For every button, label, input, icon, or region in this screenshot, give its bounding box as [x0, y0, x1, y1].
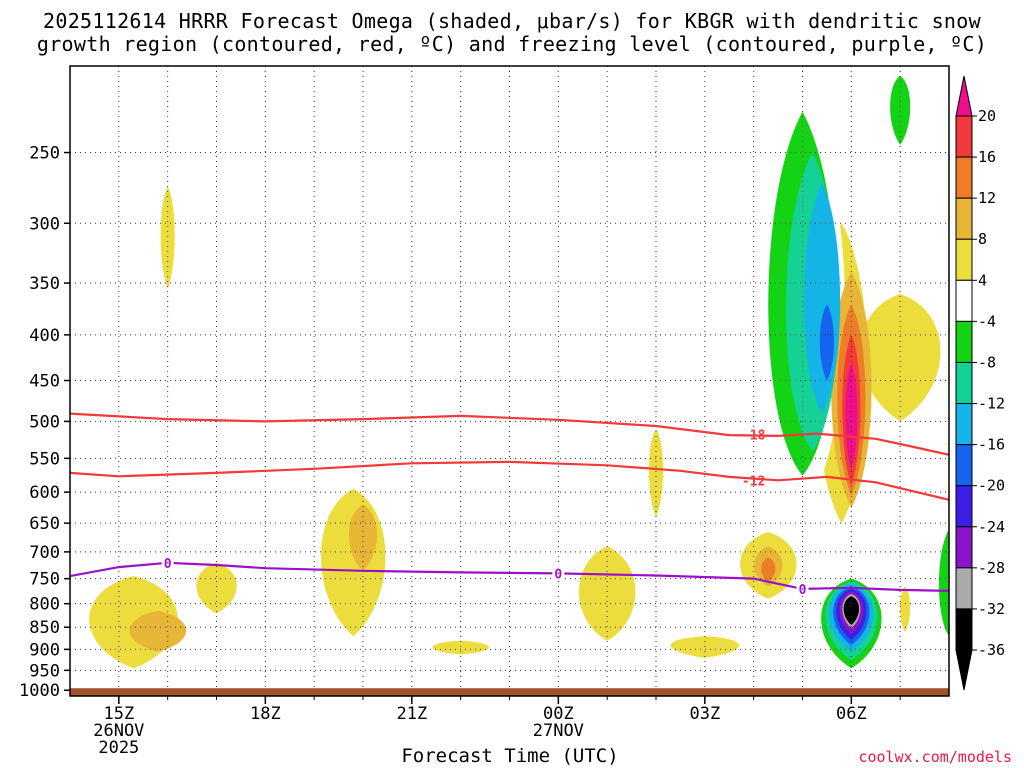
- chart-title-line1: 2025112614 HRRR Forecast Omega (shaded, …: [43, 9, 981, 33]
- freezing-level-label: 0: [164, 557, 172, 572]
- y-tick-label: 250: [29, 144, 60, 164]
- colorbar-swatch: [955, 279, 973, 322]
- colorbar-label: -32: [978, 600, 1005, 618]
- y-tick-label: 350: [29, 274, 60, 294]
- chart-title-line2: growth region (contoured, red, ºC) and f…: [36, 32, 988, 56]
- y-tick-label: 400: [29, 326, 60, 346]
- colorbar-swatch: [955, 197, 973, 240]
- omega-region-2: [321, 488, 386, 637]
- x-tick-label: 15Z: [103, 704, 134, 724]
- omega-region-17: [662, 84, 728, 249]
- omega-region-5: [578, 546, 636, 641]
- omega-region-25: [348, 504, 378, 571]
- x-tick-date: 27NOV: [533, 721, 584, 741]
- y-tick-label: 750: [29, 570, 60, 590]
- omega-region-7: [648, 429, 664, 518]
- colorbar-label: 20: [978, 107, 996, 125]
- x-tick-label: 06Z: [836, 704, 867, 724]
- colorbar-swatch: [955, 238, 973, 281]
- omega-region-14: [274, 317, 315, 345]
- colorbar-label: -24: [978, 518, 1005, 536]
- colorbar-label: -4: [978, 312, 996, 330]
- freezing-level-label: 0: [554, 567, 562, 582]
- surface-terrain: [70, 688, 949, 696]
- omega-region-1: [196, 562, 237, 614]
- colorbar-swatch: [955, 485, 973, 528]
- omega-region-39: [845, 362, 858, 469]
- x-tick-date: 26NOV: [93, 721, 144, 741]
- x-axis-label: Forecast Time (UTC): [401, 745, 619, 767]
- y-tick-label: 600: [29, 483, 60, 503]
- colorbar-swatch: [955, 320, 973, 363]
- omega-region-21: [927, 210, 949, 335]
- omega-region-6: [670, 636, 740, 658]
- y-tick-label: 300: [29, 214, 60, 234]
- y-tick-label: 650: [29, 514, 60, 534]
- colorbar-swatch: [955, 361, 973, 405]
- omega-region-30: [939, 529, 949, 637]
- colorbar-swatch: [955, 526, 973, 569]
- omega-region-33: [761, 557, 776, 582]
- omega-region-20: [854, 75, 927, 211]
- y-tick-label: 500: [29, 412, 60, 432]
- colorbar-label: -16: [978, 436, 1005, 454]
- colorbar-swatch: [955, 403, 973, 446]
- plot-area: -18 -12 0 0 0: [70, 66, 949, 696]
- isotherm-label: -18: [742, 428, 766, 443]
- omega-region-29: [890, 75, 911, 145]
- x-tick-label: 03Z: [689, 704, 720, 724]
- freezing-level-line: [70, 561, 949, 592]
- y-tick-label: 450: [29, 372, 60, 392]
- colorbar-label: -28: [978, 559, 1005, 577]
- colorbar-label: 4: [978, 271, 987, 289]
- colorbar-label: -20: [978, 477, 1005, 495]
- y-tick-label: 900: [29, 640, 60, 660]
- colorbar-top-arrow: [955, 75, 973, 117]
- isotherm--18: [70, 412, 949, 456]
- omega-region-16: [538, 346, 579, 381]
- colorbar-swatch: [955, 115, 973, 158]
- axes: 2503003504004505005506006507007508008509…: [19, 65, 950, 758]
- x-tick-label: 21Z: [396, 704, 427, 724]
- x-tick-label: 18Z: [250, 704, 281, 724]
- omega-region-18: [697, 561, 712, 599]
- y-tick-label: 950: [29, 661, 60, 681]
- colorbar-label: -36: [978, 641, 1005, 659]
- freezing-level-label: 0: [799, 583, 807, 598]
- colorbar-swatch: [955, 567, 973, 610]
- colorbar-swatch: [955, 156, 973, 199]
- omega-region-13: [200, 288, 253, 479]
- credit-link[interactable]: coolwx.com/models: [858, 748, 1012, 766]
- isotherm--12: [70, 460, 949, 501]
- y-tick-label: 1000: [19, 681, 60, 701]
- x-tick-year: 2025: [98, 738, 139, 758]
- colorbar-label: 12: [978, 189, 996, 207]
- y-tick-label: 700: [29, 543, 60, 563]
- colorbar-label: 16: [978, 148, 996, 166]
- omega-region-10: [859, 293, 941, 422]
- colorbar-label: 8: [978, 230, 987, 248]
- colorbar-swatch: [955, 444, 973, 487]
- colorbar: 20 16 12 8 4 -4 -8 -12 -16 -20 -24 -28 -32 -36: [955, 75, 1005, 691]
- omega-region-3: [432, 640, 489, 655]
- colorbar-swatch: [955, 608, 973, 651]
- omega-region-24: [129, 610, 187, 652]
- y-tick-label: 800: [29, 595, 60, 615]
- omega-region-40: [819, 304, 834, 381]
- y-tick-label: 850: [29, 618, 60, 638]
- omega-region-12: [900, 586, 911, 632]
- isotherm-label: -12: [742, 474, 765, 489]
- x-tick-label: 00Z: [543, 704, 574, 724]
- colorbar-label: -12: [978, 395, 1005, 413]
- omega-region-4: [160, 186, 175, 289]
- y-tick-label: 550: [29, 449, 60, 469]
- colorbar-bottom-arrow: [955, 649, 973, 691]
- colorbar-label: -8: [978, 353, 996, 371]
